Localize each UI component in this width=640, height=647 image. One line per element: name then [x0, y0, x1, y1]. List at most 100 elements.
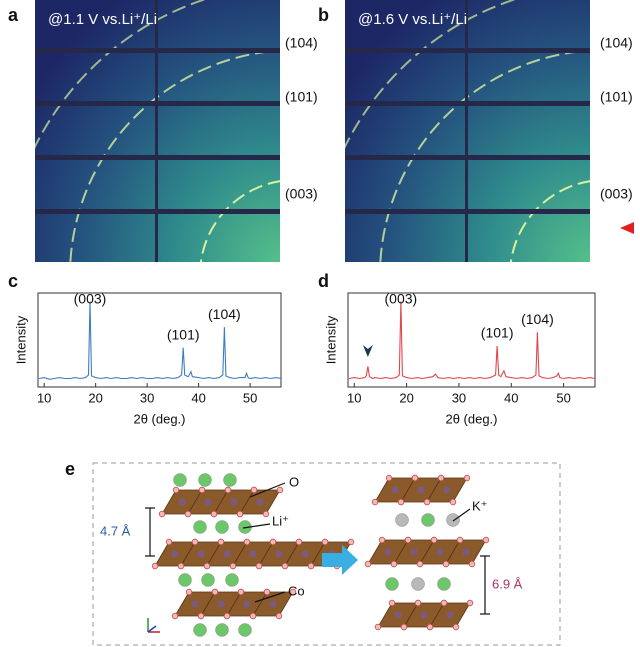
atom-label: O: [289, 474, 299, 489]
red-arrow: [620, 222, 634, 234]
x-axis-title: 2θ (deg.): [133, 411, 185, 426]
x-tick-label: 50: [556, 390, 570, 405]
o-atom: [281, 562, 289, 570]
co-atom: [420, 611, 428, 619]
peak-label: (003): [600, 186, 633, 202]
o-atom: [371, 498, 379, 506]
peak-label: (003): [285, 186, 318, 202]
o-atom: [416, 560, 424, 568]
o-atom: [237, 588, 245, 596]
co-atom: [391, 486, 399, 494]
peak-label: (101): [167, 326, 200, 342]
peak-label: (101): [600, 89, 633, 105]
co-atom: [436, 548, 444, 556]
o-atom: [374, 623, 382, 631]
o-atom: [158, 510, 166, 518]
o-atom: [211, 588, 219, 596]
co-atom: [275, 550, 283, 558]
o-atom: [321, 538, 329, 546]
x-tick-label: 10: [37, 390, 51, 405]
peak-label: (104): [521, 311, 554, 327]
x-tick-label: 20: [88, 390, 102, 405]
plot-frame: [37, 292, 282, 388]
o-atom: [347, 538, 355, 546]
o-atom: [276, 486, 284, 494]
atom: [178, 573, 192, 587]
atom: [437, 577, 451, 591]
peak-label: (101): [285, 89, 318, 105]
o-atom: [388, 599, 396, 607]
o-atom: [456, 536, 464, 544]
co-atom: [394, 611, 402, 619]
x-tick-label: 30: [452, 390, 466, 405]
o-atom: [197, 612, 205, 620]
marker-arrow: [362, 345, 373, 357]
o-atom: [184, 510, 192, 518]
o-atom: [217, 538, 225, 546]
o-atom: [185, 588, 193, 596]
o-atom: [437, 474, 445, 482]
o-atom: [404, 536, 412, 544]
o-atom: [236, 510, 244, 518]
crystal-structure: [151, 473, 490, 637]
co-atom: [171, 550, 179, 558]
panel-label: b: [318, 5, 329, 25]
o-atom: [397, 498, 405, 506]
o-atom: [229, 562, 237, 570]
co-atom: [191, 600, 199, 608]
y-axis-title: Intensity: [13, 315, 28, 364]
o-atom: [177, 562, 185, 570]
x-tick-label: 10: [347, 390, 361, 405]
panel-label: c: [8, 271, 18, 291]
co-atom: [446, 611, 454, 619]
panel-label: d: [318, 271, 329, 291]
atom: [173, 473, 187, 487]
atom: [238, 623, 252, 637]
atom: [446, 513, 460, 527]
o-atom: [423, 498, 431, 506]
pattern-line: [348, 301, 596, 380]
o-atom: [250, 486, 258, 494]
atom: [215, 520, 229, 534]
co-atom: [443, 486, 451, 494]
peak-label: (104): [208, 306, 241, 322]
o-atom: [411, 474, 419, 482]
atom: [198, 473, 212, 487]
atom: [385, 577, 399, 591]
o-atom: [275, 612, 283, 620]
o-atom: [295, 538, 303, 546]
atom: [225, 573, 239, 587]
atom: [395, 513, 409, 527]
o-atom: [414, 599, 422, 607]
diffraction-image: [345, 0, 590, 262]
atom: [223, 473, 237, 487]
axes-icon: [147, 618, 160, 633]
co-atom: [223, 550, 231, 558]
peak-label: (104): [285, 35, 318, 51]
spacing-label: 4.7 Å: [100, 523, 131, 538]
y-axis-title: Intensity: [323, 315, 338, 364]
panel-label: a: [8, 5, 19, 25]
o-atom: [449, 498, 457, 506]
atom: [193, 520, 207, 534]
atom: [193, 623, 207, 637]
atom-label: Li⁺: [272, 513, 289, 528]
peak-label: (104): [600, 35, 633, 51]
o-atom: [390, 560, 398, 568]
o-atom: [400, 623, 408, 631]
atom-label: Co: [288, 583, 305, 598]
x-axis-title: 2θ (deg.): [445, 411, 497, 426]
co-atom: [178, 498, 186, 506]
pattern-line: [38, 301, 282, 380]
o-atom: [151, 562, 159, 570]
o-atom: [385, 474, 393, 482]
o-atom: [191, 538, 199, 546]
co-atom: [417, 486, 425, 494]
peak-label: (003): [74, 291, 107, 307]
co-atom: [269, 600, 277, 608]
o-atom: [172, 486, 180, 494]
o-atom: [364, 560, 372, 568]
o-atom: [243, 538, 251, 546]
o-atom: [430, 536, 438, 544]
